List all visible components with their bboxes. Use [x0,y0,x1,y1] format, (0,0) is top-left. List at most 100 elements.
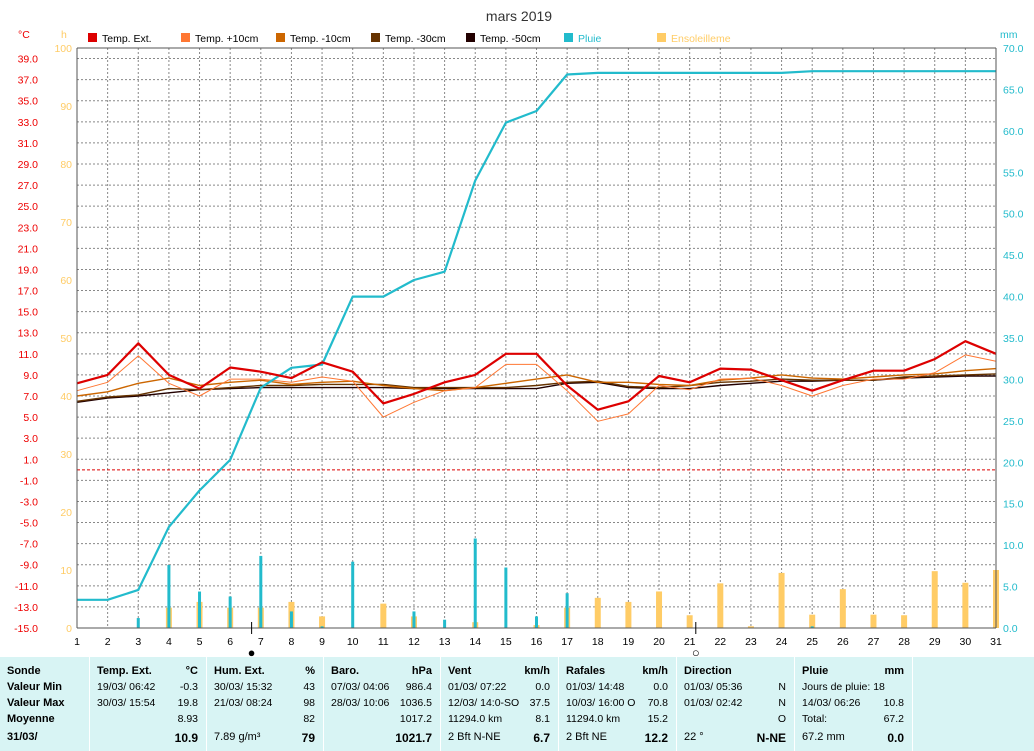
rain-tick-label: 10.0 [1003,540,1024,552]
rain-bar [228,596,232,628]
stats-value: 986.4 [405,681,432,693]
stats-value: 1017.2 [399,713,432,725]
sun-tick-label: 50 [60,333,72,345]
rain-bar [351,561,355,628]
legend-swatch [657,33,666,42]
stats-value: 8.93 [177,713,198,725]
x-tick-label: 8 [289,636,295,648]
stats-detail: 28/03/ 10:06 [331,697,390,709]
x-tick-label: 31 [990,636,1002,648]
rain-bar [198,591,202,628]
x-tick-label: 23 [745,636,757,648]
sun-tick-label: 100 [54,43,72,55]
stats-detail: 11294.0 km [566,713,621,725]
sun-tick-label: 0 [66,623,72,635]
x-tick-label: 5 [197,636,203,648]
rain-tick-label: 15.0 [1003,499,1024,511]
stats-unit: mm [884,665,904,677]
stats-vent-section: Vent km/h 01/03/ 07:22 0.0 12/03/ 14:0-SO 37.… [441,657,559,751]
sunshine-bar [747,626,754,628]
daily-rain-bars [136,538,814,628]
x-tick-label: 14 [469,636,481,648]
temp-tick-label: 21.0 [18,243,39,255]
stats-value: 0.0 [653,681,668,693]
x-tick-label: 15 [500,636,512,648]
temp-tick-label: -13.0 [14,602,38,614]
legend-label: Temp. +10cm [195,33,259,45]
sunshine-bar [809,614,816,628]
rain-tick-label: 30.0 [1003,374,1024,386]
stats-header: Baro. [331,665,360,677]
x-tick-label: 22 [714,636,726,648]
stats-row-label: Moyenne [7,713,55,725]
rain-bar [535,616,538,628]
temp-tick-label: -9.0 [20,560,38,572]
legend-swatch [181,33,190,42]
rain-tick-label: 60.0 [1003,126,1024,138]
stats-value: 82 [303,713,315,725]
temp-tick-label: 25.0 [18,201,39,213]
temp-tick-label: 3.0 [23,433,38,445]
temp-tick-label: 37.0 [18,75,39,87]
legend-label: Temp. Ext. [102,33,152,45]
legend-label: Pluie [578,33,602,45]
stats-detail: 10/03/ 16:00 O [566,697,636,709]
x-tick-label: 29 [929,636,941,648]
stats-unit: km/h [524,665,550,677]
rain-tick-label: 65.0 [1003,84,1024,96]
temp-tick-label: -15.0 [14,623,38,635]
rain-tick-label: 20.0 [1003,457,1024,469]
sun-tick-label: 60 [60,275,72,287]
chart-axes [76,47,997,629]
x-tick-label: 1 [74,636,80,648]
x-tick-label: 24 [776,636,788,648]
rain-bar [473,538,477,628]
rain-bar [565,593,569,628]
stats-header: Pluie [802,665,829,677]
legend-label: Temp. -30cm [385,33,446,45]
temp-tick-label: 33.0 [18,117,39,129]
sunshine-bar [778,572,785,628]
rain-bar [443,619,447,628]
stats-detail: 30/03/ 15:54 [97,697,156,709]
rain-tick-label: 50.0 [1003,209,1024,221]
stats-value: 6.7 [533,731,550,745]
temp-tick-label: 31.0 [18,138,39,150]
sun-tick-label: 20 [60,507,72,519]
temp-tick-label: 19.0 [18,264,39,276]
stats-value: 15.2 [647,713,668,725]
stats-detail: 2 Bft N-NE [448,731,501,743]
stats-unit: % [305,665,315,677]
stats-detail: 2 Bft NE [566,731,607,743]
series-lines [76,70,997,601]
stats-row-label: Valeur Max [7,697,65,709]
stats-header: Direction [684,665,732,677]
stats-rafales-section: Rafales km/h 01/03/ 14:48 0.0 10/03/ 16:00 O… [559,657,677,751]
sunshine-bar [717,583,724,628]
sunshine-bar [686,615,693,628]
rain-tick-label: 25.0 [1003,416,1024,428]
stats-value: 12.2 [644,731,668,745]
rain-tick-label: 55.0 [1003,167,1024,179]
sunshine-bar [870,614,877,628]
stats-unit: km/h [642,665,668,677]
sun-tick-label: 80 [60,159,72,171]
series-line [77,70,996,601]
legend-swatch [276,33,285,42]
sunshine-bar [594,597,601,628]
sun-tick-label: 40 [60,391,72,403]
stats-value: 10.9 [174,731,198,745]
stats-value: 0.0 [887,731,904,745]
x-tick-label: 4 [166,636,172,648]
stats-detail: 01/03/ 14:48 [566,681,625,693]
chart-legend: Temp. Ext. Temp. +10cm Temp. -10cm Temp. -3… [88,33,731,45]
moon-phase-icon: ○ [692,645,700,657]
x-tick-label: 13 [439,636,451,648]
rain-bar [259,555,263,628]
sunshine-bar [962,582,969,628]
stats-detail: 01/03/ 02:42 [684,697,743,709]
stats-unit: °C [185,665,198,677]
temp-tick-label: -11.0 [15,581,38,593]
x-tick-label: 2 [105,636,111,648]
stats-detail: Jours de pluie: 18 [802,681,885,693]
